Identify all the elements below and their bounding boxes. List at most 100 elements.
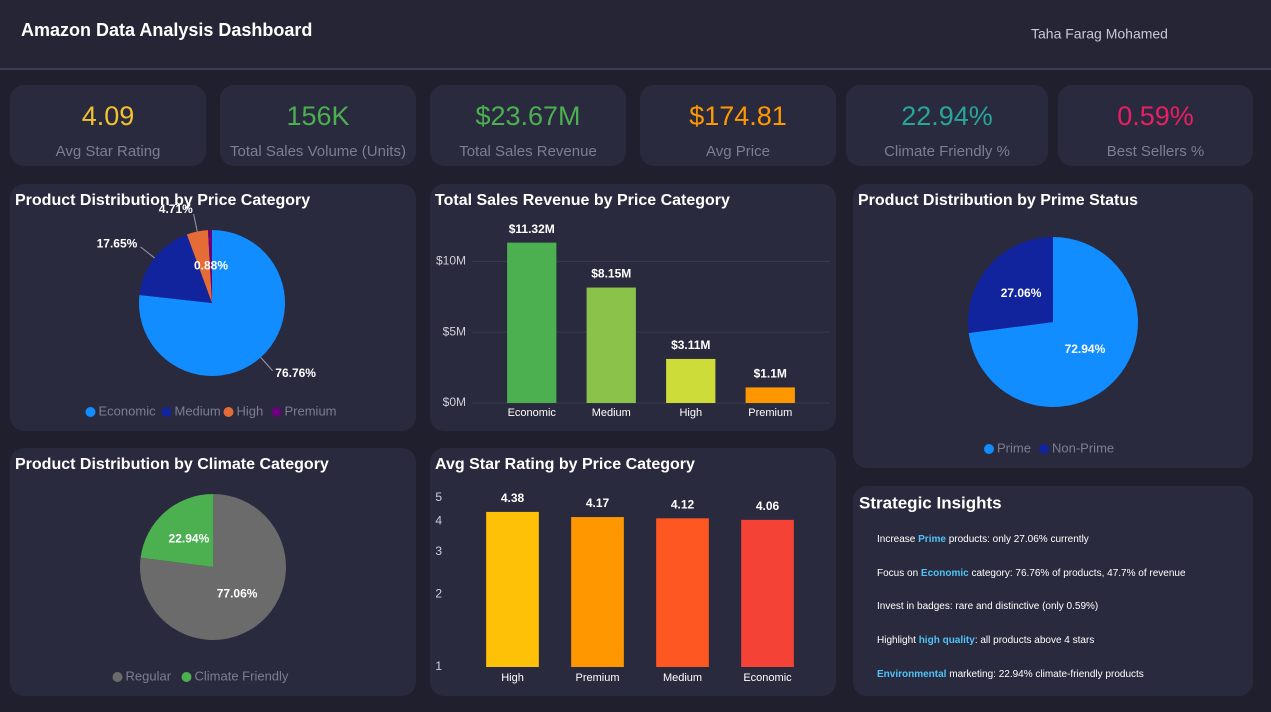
insights-title: Strategic Insights (859, 493, 1002, 512)
bar (745, 387, 795, 403)
pie-value-label: 76.76% (275, 366, 316, 380)
kpi-value: $174.81 (689, 101, 787, 131)
legend-marker (984, 444, 994, 454)
leader-line (140, 246, 155, 259)
y-tick-label: 3 (435, 544, 442, 558)
insight: Environmental marketing: 22.94% climate-… (877, 669, 1144, 680)
card (10, 85, 206, 166)
x-tick-label: High (501, 672, 524, 684)
legend-marker (85, 407, 96, 417)
legend-marker (112, 672, 123, 682)
kpi-label: Climate Friendly % (884, 143, 1010, 160)
legend-marker (161, 407, 172, 417)
legend-marker (181, 672, 192, 682)
bar-value-label: 4.17 (586, 496, 610, 510)
pie-value-label: 0.88% (194, 259, 228, 273)
dashboard-title: Amazon Data Analysis Dashboard (21, 20, 312, 40)
legend-label: Prime (997, 440, 1031, 455)
leader-line (193, 213, 198, 232)
bar-value-label: $1.1M (754, 367, 787, 381)
bar (741, 519, 794, 667)
bar (507, 242, 557, 403)
insight-part: products: only 27.06% currently (946, 534, 1089, 545)
card (430, 85, 626, 166)
pie-slice (139, 234, 212, 303)
card (853, 486, 1253, 696)
pie-slice (140, 494, 286, 640)
bar-value-label: $11.32M (509, 222, 555, 236)
legend-marker (223, 407, 234, 417)
chart-title: Product Distribution by Price Category (15, 192, 310, 209)
y-tick-label: $0M (443, 395, 466, 409)
y-tick-label: 1 (435, 659, 442, 673)
bar (656, 518, 709, 667)
y-tick-label: 2 (435, 586, 442, 600)
bar-value-label: $3.11M (671, 338, 710, 352)
author: Taha Farag Mohamed (1031, 26, 1168, 42)
insight: Increase Prime products: only 27.06% cur… (877, 534, 1089, 545)
kpi-label: Total Sales Revenue (459, 143, 597, 160)
insight-part: : all products above 4 stars (975, 635, 1095, 646)
x-tick-label: Economic (508, 407, 557, 419)
x-tick-label: High (679, 407, 702, 419)
x-tick-label: Medium (663, 672, 702, 684)
insight-part: category: 76.76% of products, 47.7% of r… (969, 568, 1186, 579)
insight-part: Economic (921, 568, 969, 579)
leader-line (260, 357, 273, 372)
header-bar (0, 0, 1271, 69)
y-tick-label: 4 (435, 514, 442, 528)
legend-marker (271, 407, 282, 417)
pie-slice (968, 237, 1053, 333)
insight-part: marketing: 22.94% climate-friendly produ… (946, 669, 1143, 680)
card (846, 85, 1048, 166)
pie-value-label: 17.65% (97, 237, 138, 251)
kpi-value: 4.09 (82, 101, 135, 131)
pie-slice (186, 230, 212, 303)
insight: Highlight high quality: all products abo… (877, 635, 1094, 646)
insight-part: Increase (877, 534, 918, 545)
bar (571, 517, 624, 667)
y-tick-label: $10M (436, 254, 466, 268)
pie-value-label: 77.06% (217, 587, 258, 601)
insight-part: Prime (918, 534, 946, 545)
legend-label: Economic (99, 403, 157, 418)
bar-value-label: $8.15M (591, 267, 631, 281)
chart-title: Avg Star Rating by Price Category (435, 456, 695, 473)
kpi-value: $23.67M (475, 101, 580, 131)
card (640, 85, 836, 166)
pie-value-label: 27.06% (1001, 286, 1042, 300)
kpi-label: Avg Price (706, 143, 770, 160)
y-tick-label: 5 (435, 490, 442, 504)
legend-label: Climate Friendly (195, 668, 289, 683)
card (1058, 85, 1253, 166)
chart-title: Product Distribution by Prime Status (858, 192, 1138, 209)
x-tick-label: Premium (575, 672, 619, 684)
kpi-label: Total Sales Volume (Units) (230, 143, 406, 160)
chart-title: Product Distribution by Climate Category (15, 456, 329, 473)
pie-value-label: 72.94% (1065, 342, 1106, 356)
bar (486, 511, 539, 667)
insight-part: Focus on (877, 568, 921, 579)
pie-value-label: 22.94% (169, 532, 210, 546)
pie-slice (207, 230, 212, 303)
legend-label: High (237, 403, 264, 418)
bar (666, 358, 716, 403)
pie-slice (140, 494, 213, 567)
bar-value-label: 4.38 (501, 491, 525, 505)
insight: Focus on Economic category: 76.76% of pr… (877, 568, 1186, 579)
legend-label: Premium (285, 403, 337, 418)
chart-title: Total Sales Revenue by Price Category (435, 192, 730, 209)
x-tick-label: Premium (748, 407, 792, 419)
y-tick-label: $5M (443, 324, 466, 338)
bar (586, 287, 636, 403)
x-tick-label: Medium (592, 407, 631, 419)
legend-label: Medium (175, 403, 221, 418)
insight: Invest in badges: rare and distinctive (… (877, 601, 1098, 612)
insight-part: high quality (919, 635, 976, 646)
kpi-label: Best Sellers % (1107, 143, 1205, 160)
kpi-value: 22.94% (901, 101, 993, 131)
card (220, 85, 416, 166)
legend-label: Regular (126, 668, 172, 683)
